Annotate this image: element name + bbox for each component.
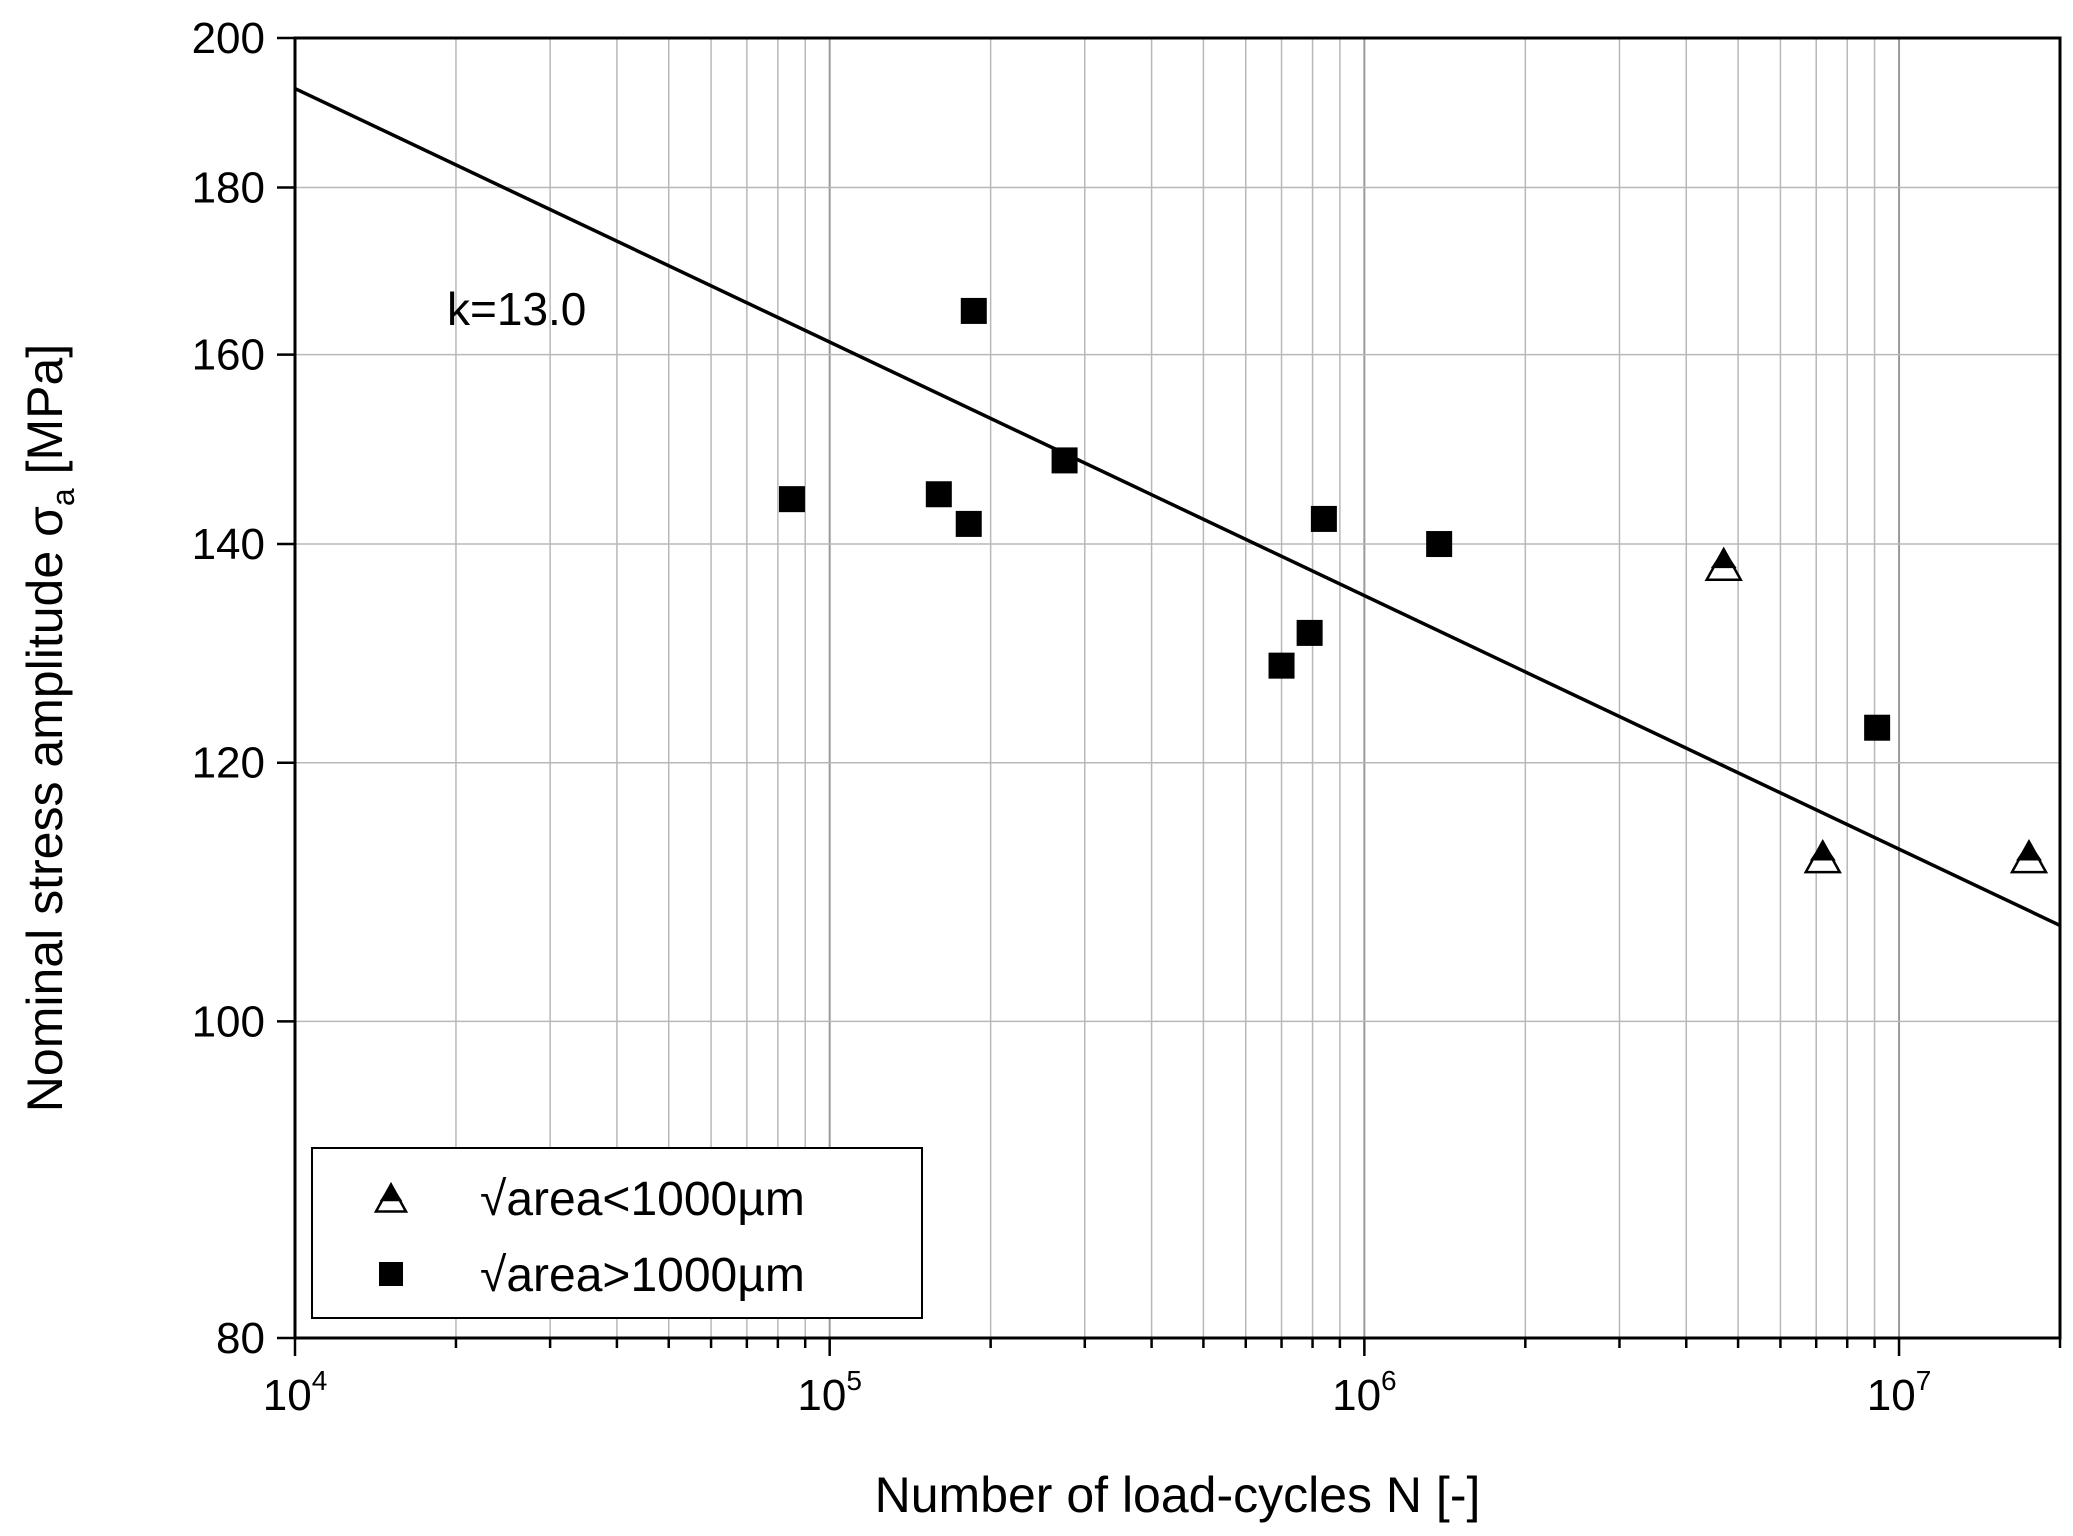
data-point-square <box>955 510 982 537</box>
y-tick-label: 120 <box>192 739 265 788</box>
triangle-fill <box>1809 841 1836 861</box>
legend-box <box>311 1147 923 1319</box>
y-axis-title-subscript: a <box>45 488 81 506</box>
data-point-square <box>1296 619 1323 646</box>
legend-label: √area>1000µm <box>480 1249 805 1302</box>
y-axis-title: Nominal stress amplitude σa [MPa] <box>17 344 81 1112</box>
fit-line <box>294 86 2061 928</box>
y-tick-label: 100 <box>192 997 265 1046</box>
data-point-square <box>925 481 952 508</box>
data-point-triangle <box>1803 838 1842 874</box>
y-tick-label: 80 <box>216 1314 265 1363</box>
y-axis-title-main: Nominal stress amplitude σ <box>17 506 73 1112</box>
triangle-fill <box>379 1184 403 1202</box>
data-point-triangle <box>2009 838 2049 874</box>
x-tick-label: 107 <box>1867 1365 1932 1420</box>
legend-square-marker <box>379 1262 403 1286</box>
y-axis-title-unit: [MPa] <box>17 344 73 488</box>
x-tick-label-exponent: 7 <box>1916 1365 1932 1396</box>
data-point-square <box>1426 531 1453 558</box>
x-tick-label: 104 <box>263 1365 328 1420</box>
legend-item: √area>1000µm <box>379 1249 805 1302</box>
x-tick-label-exponent: 5 <box>846 1365 862 1396</box>
data-point-square <box>1310 505 1337 532</box>
data-point-square <box>778 486 805 513</box>
plot-frame <box>293 36 2062 1340</box>
legend-item: √area<1000µm <box>373 1173 805 1226</box>
x-axis-title: Number of load-cycles N [-] <box>875 1467 1481 1523</box>
y-tick-label: 140 <box>192 520 265 569</box>
y-tick-label: 200 <box>192 14 265 63</box>
grid-lines <box>294 37 2061 1339</box>
data-point-square <box>1864 714 1891 741</box>
y-tick-label: 180 <box>192 163 265 212</box>
x-tick-label-base: 10 <box>1867 1371 1916 1420</box>
x-tick-label-exponent: 6 <box>1381 1365 1397 1396</box>
y-tick-label: 160 <box>192 331 265 380</box>
legend-label: √area<1000µm <box>480 1173 805 1226</box>
data-point-triangle <box>1704 546 1743 582</box>
legend: √area<1000µm √area>1000µm <box>311 1147 923 1319</box>
x-tick-label-base: 10 <box>263 1371 312 1420</box>
fit-line-group <box>294 86 2061 928</box>
data-points <box>778 297 2049 874</box>
fit-slope-label: k=13.0 <box>447 283 586 335</box>
x-tick-label-exponent: 4 <box>312 1365 328 1396</box>
legend-triangle-marker <box>373 1181 409 1213</box>
x-tick-label: 106 <box>1332 1365 1397 1420</box>
data-point-square <box>1268 652 1295 679</box>
x-tick-label-base: 10 <box>1332 1371 1381 1420</box>
triangle-fill <box>2016 841 2042 861</box>
x-tick-label: 105 <box>797 1365 862 1420</box>
x-tick-label-base: 10 <box>797 1371 846 1420</box>
data-point-square <box>1051 447 1078 474</box>
data-point-square <box>960 297 987 324</box>
triangle-fill <box>1710 549 1737 569</box>
